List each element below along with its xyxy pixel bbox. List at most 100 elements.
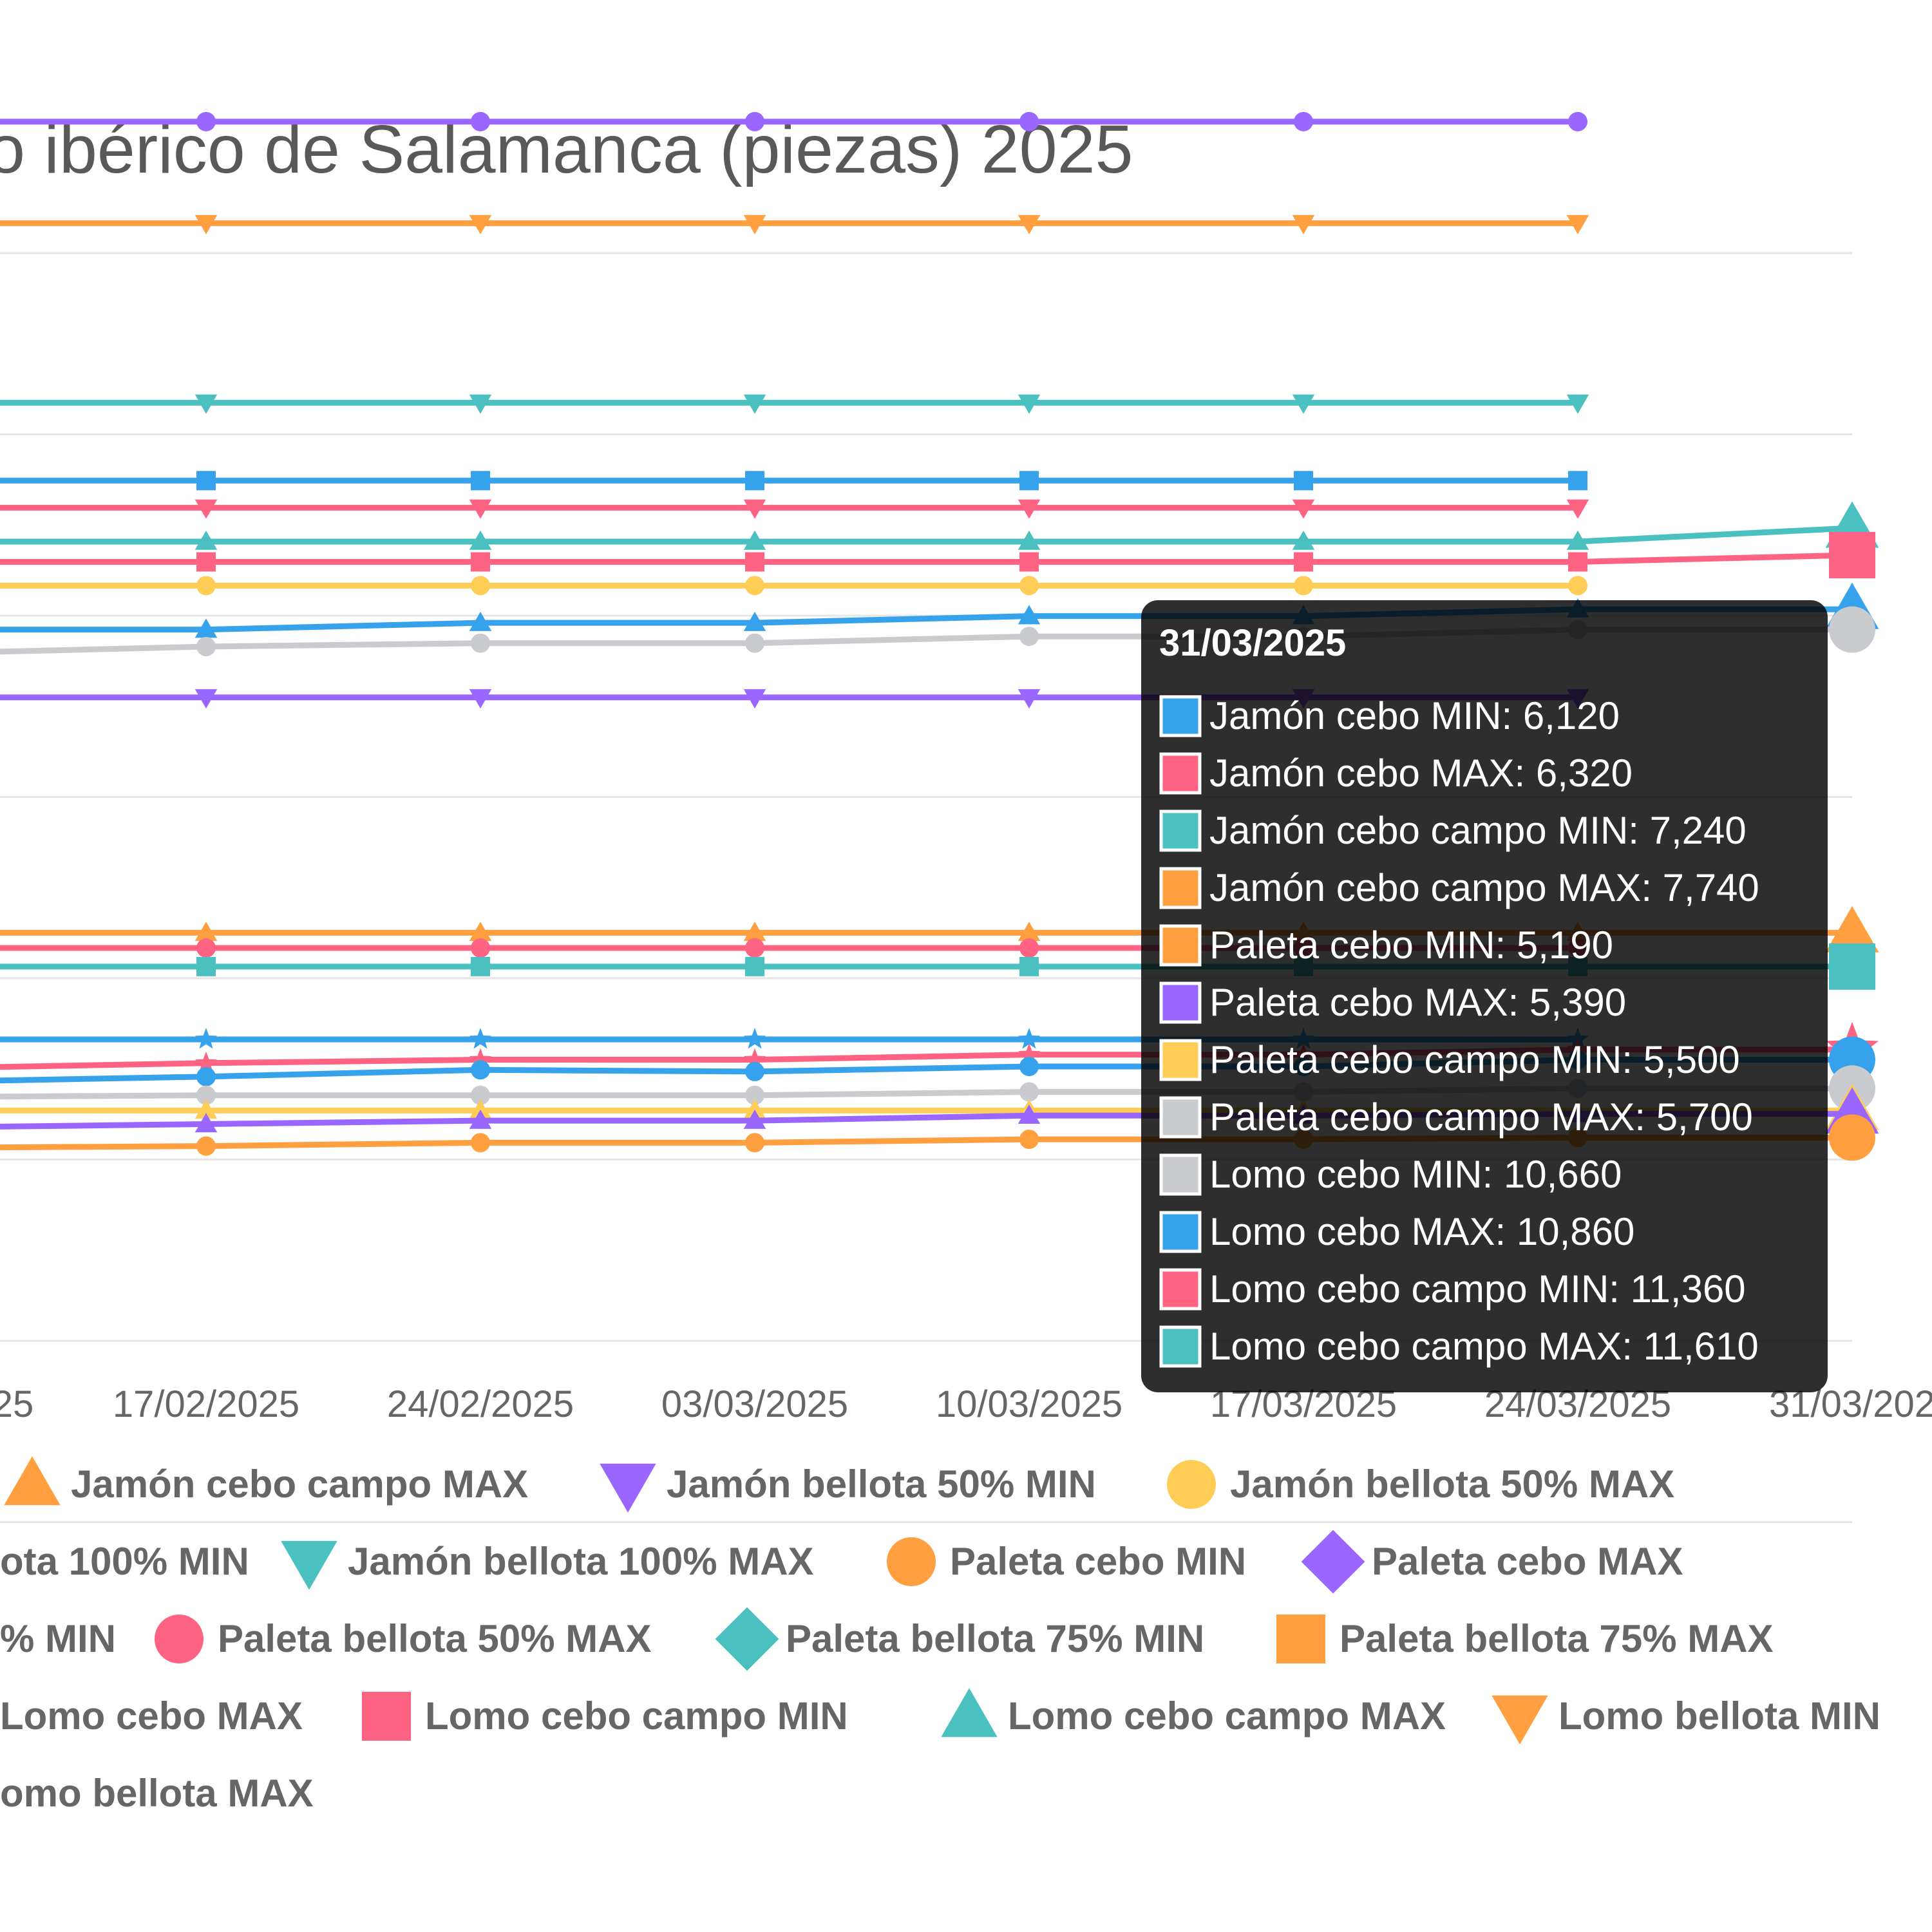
tooltip-swatch [1159, 695, 1202, 737]
data-point [1018, 394, 1041, 414]
legend-item[interactable]: Lomo cebo campo MIN [362, 1692, 848, 1741]
legend-item[interactable]: Paleta bellota 75% MAX [1276, 1615, 1774, 1663]
legend-label: omo bellota MAX [0, 1772, 314, 1815]
legend-item[interactable]: Paleta bellota 50% MAX [155, 1615, 652, 1663]
data-point [1292, 394, 1315, 414]
series-2 [0, 394, 1589, 414]
legend-item[interactable]: omo bellota MAX [0, 1772, 314, 1815]
data-point [469, 530, 492, 550]
data-point [1568, 576, 1587, 596]
data-point [1825, 905, 1879, 952]
data-point [471, 938, 490, 958]
legend-item[interactable]: Jamón bellota 100% MAX [281, 1540, 814, 1590]
data-point [469, 611, 492, 631]
legend-label: Paleta bellota 50% MAX [218, 1617, 652, 1660]
legend-item[interactable]: Lomo cebo MAX [0, 1694, 303, 1738]
legend-label: % MIN [0, 1617, 116, 1660]
data-point [471, 576, 490, 596]
data-point [1294, 471, 1313, 491]
data-point [471, 633, 490, 653]
tooltip-swatch [1159, 924, 1202, 967]
data-point [1018, 605, 1041, 625]
data-point [196, 1136, 216, 1156]
data-point [469, 394, 492, 414]
legend-label: Paleta cebo MIN [950, 1540, 1246, 1583]
data-point [469, 499, 492, 519]
data-point [1019, 471, 1039, 491]
legend-item[interactable]: Lomo cebo campo MAX [941, 1688, 1446, 1738]
data-point [196, 956, 216, 976]
tooltip-swatch [1159, 1268, 1202, 1311]
legend-item[interactable]: Paleta cebo MAX [1301, 1530, 1683, 1594]
data-point [194, 618, 218, 638]
data-point [1019, 1130, 1039, 1150]
data-point [1018, 499, 1041, 519]
legend-marker [4, 1456, 61, 1506]
data-point [1566, 214, 1589, 234]
x-tick-label: 24/02/2025 [387, 1383, 574, 1425]
data-point [745, 938, 764, 958]
x-tick-label: 25 [0, 1383, 33, 1425]
data-point [1018, 1104, 1041, 1124]
tooltip-swatch [1159, 1039, 1202, 1081]
legend-marker [1276, 1615, 1325, 1663]
x-tick-label: 10/03/2025 [936, 1383, 1122, 1425]
data-point [471, 471, 490, 491]
data-point [469, 689, 492, 709]
legend-item[interactable]: Jamón bellota 50% MAX [1167, 1460, 1674, 1509]
data-point [1019, 1082, 1039, 1102]
data-point [745, 1061, 764, 1081]
data-point [743, 611, 766, 631]
legend-item[interactable]: Paleta cebo MIN [887, 1537, 1246, 1586]
x-tick-label: 03/03/2025 [661, 1383, 848, 1425]
data-point [1566, 499, 1589, 519]
tooltip-item: Lomo cebo MAX: 10,860 [1209, 1210, 1634, 1253]
series-line [0, 552, 1853, 565]
data-point [1019, 956, 1039, 976]
data-point [194, 530, 218, 550]
data-point [471, 956, 490, 976]
legend-item[interactable]: Paleta bellota 75% MIN [715, 1607, 1205, 1671]
data-point [471, 111, 490, 131]
legend-marker [600, 1463, 656, 1513]
legend-item[interactable]: Jamón bellota 50% MIN [600, 1463, 1096, 1513]
series-7 [0, 576, 1587, 596]
data-point [745, 552, 764, 572]
data-point [1018, 530, 1041, 550]
data-point [1566, 530, 1589, 550]
data-point [1829, 943, 1875, 990]
legend-item[interactable]: Lomo bellota MIN [1492, 1694, 1880, 1745]
legend-label: Paleta bellota 75% MIN [786, 1617, 1204, 1660]
data-point [1018, 214, 1041, 234]
legend-item[interactable]: % MIN [0, 1617, 116, 1660]
data-point [1019, 627, 1039, 647]
legend-label: ota 100% MIN [0, 1540, 249, 1583]
data-point [1568, 552, 1587, 572]
legend-marker [1167, 1460, 1216, 1509]
data-point [1568, 471, 1587, 491]
tooltip-item: Lomo cebo MIN: 10,660 [1209, 1153, 1622, 1196]
legend-marker [715, 1607, 779, 1671]
legend-item[interactable]: ota 100% MIN [0, 1540, 249, 1583]
tooltip-item: Jamón cebo MAX: 6,320 [1209, 752, 1633, 795]
data-point [745, 471, 764, 491]
data-point [743, 530, 766, 550]
data-point [743, 1109, 766, 1129]
data-point [745, 1133, 764, 1153]
tooltip-item: Jamón cebo campo MAX: 7,740 [1209, 866, 1759, 909]
data-point [1019, 938, 1039, 958]
legend-item[interactable]: Jamón cebo campo MAX [4, 1456, 528, 1506]
data-point [1292, 214, 1315, 234]
data-point [1019, 576, 1039, 596]
legend-label: Jamón bellota 100% MAX [348, 1540, 814, 1583]
tooltip-item: Lomo cebo campo MAX: 11,610 [1209, 1325, 1759, 1368]
tooltip-item: Paleta cebo MAX: 5,390 [1209, 981, 1626, 1024]
data-point [1568, 111, 1587, 131]
tooltip-item: Jamón cebo MIN: 6,120 [1209, 694, 1620, 737]
data-point [1829, 606, 1875, 653]
tooltip-swatch [1159, 1153, 1202, 1196]
legend-label: Jamón bellota 50% MAX [1230, 1463, 1674, 1506]
data-point [1018, 922, 1041, 942]
data-point [194, 689, 218, 709]
